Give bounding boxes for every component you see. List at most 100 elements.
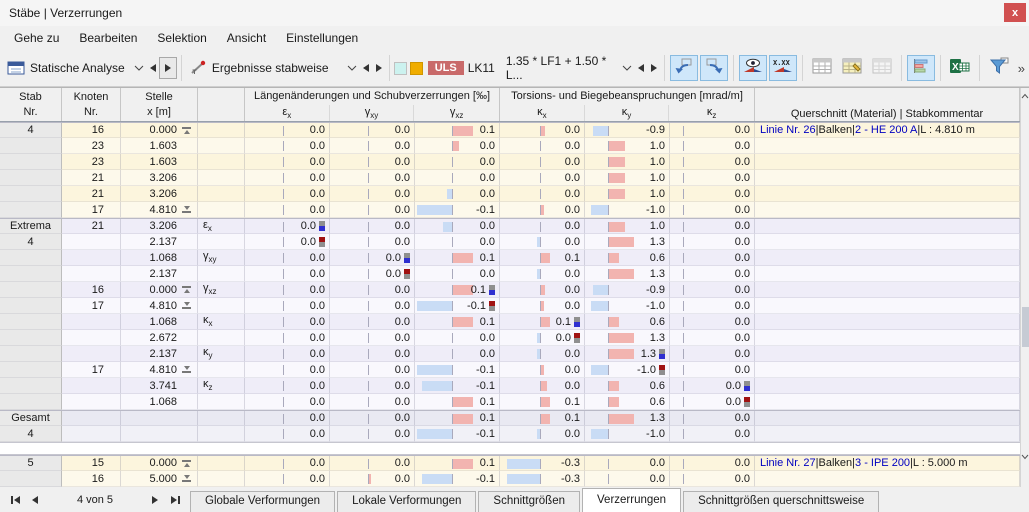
col-header-gamma-xy[interactable]: γxy bbox=[330, 104, 415, 121]
show-values-button[interactable]: X.XX bbox=[768, 55, 797, 81]
cell-comment[interactable] bbox=[755, 250, 1020, 266]
cell-epsilon-x[interactable]: 0.0 bbox=[245, 170, 330, 186]
combination-next-button[interactable] bbox=[647, 58, 659, 78]
cell-stab[interactable] bbox=[0, 154, 62, 170]
cell-gamma-xy[interactable]: 0.0 bbox=[330, 202, 415, 218]
cell-stelle[interactable]: 4.810 bbox=[121, 362, 198, 378]
cell-gamma-xy[interactable]: 0.0 bbox=[330, 471, 415, 487]
results-mode-combo[interactable]: Ergebnisse stabweise bbox=[186, 60, 360, 76]
cell-gamma-xz[interactable]: 0.1 bbox=[415, 411, 500, 426]
cell-gamma-xz[interactable]: 0.0 bbox=[415, 170, 500, 186]
cell-epsilon-x[interactable]: 0.0 bbox=[245, 346, 330, 362]
col-header-epsilon-x[interactable]: εx bbox=[245, 104, 330, 121]
tab-schnittgrößen-querschnittsweise[interactable]: Schnittgrößen querschnittsweise bbox=[683, 491, 880, 512]
cell-gamma-xy[interactable]: 0.0 bbox=[330, 411, 415, 426]
cell-kappa-z[interactable]: 0.0 bbox=[670, 202, 755, 218]
cell-kappa-y[interactable]: 1.3 bbox=[585, 346, 670, 362]
column-header-stelle[interactable]: Stelle x [m] bbox=[121, 88, 198, 121]
combination-prev-button[interactable] bbox=[635, 58, 647, 78]
menu-item-bearbeiten[interactable]: Bearbeiten bbox=[79, 31, 138, 45]
cell-gamma-xy[interactable]: 0.0 bbox=[330, 394, 415, 410]
cell-extreme-label[interactable] bbox=[198, 234, 245, 250]
group-header-strains[interactable]: Längenänderungen und Schubverzerrungen [… bbox=[253, 90, 491, 103]
cell-gamma-xz[interactable]: 0.0 bbox=[415, 219, 500, 234]
cell-epsilon-x[interactable]: 0.0 bbox=[245, 471, 330, 487]
cell-stab[interactable]: 4 bbox=[0, 426, 62, 442]
cell-epsilon-x[interactable]: 0.0 bbox=[245, 219, 330, 234]
cell-kappa-z[interactable]: 0.0 bbox=[670, 362, 755, 378]
cell-comment[interactable] bbox=[755, 426, 1020, 442]
cell-epsilon-x[interactable]: 0.0 bbox=[245, 394, 330, 410]
cell-gamma-xy[interactable]: 0.0 bbox=[330, 456, 415, 471]
cell-kappa-y[interactable]: 1.3 bbox=[585, 234, 670, 250]
cell-kappa-y[interactable]: -0.9 bbox=[585, 282, 670, 298]
cell-comment[interactable] bbox=[755, 471, 1020, 487]
cell-kappa-z[interactable]: 0.0 bbox=[670, 138, 755, 154]
cell-kappa-y[interactable]: 1.0 bbox=[585, 138, 670, 154]
cell-stab[interactable]: Extrema bbox=[0, 219, 62, 234]
cell-stelle[interactable]: 1.603 bbox=[121, 138, 198, 154]
cell-kappa-y[interactable]: 1.3 bbox=[585, 411, 670, 426]
cell-comment[interactable] bbox=[755, 330, 1020, 346]
cell-epsilon-x[interactable]: 0.0 bbox=[245, 186, 330, 202]
cell-kappa-z[interactable]: 0.0 bbox=[670, 219, 755, 234]
cell-comment[interactable] bbox=[755, 266, 1020, 282]
cell-knoten[interactable] bbox=[62, 346, 121, 362]
cell-kappa-z[interactable]: 0.0 bbox=[670, 282, 755, 298]
column-header-stab[interactable]: Stab Nr. bbox=[0, 88, 62, 121]
cell-kappa-z[interactable]: 0.0 bbox=[670, 456, 755, 471]
results-next-button[interactable] bbox=[372, 58, 384, 78]
cell-extreme-label[interactable] bbox=[198, 298, 245, 314]
cell-kappa-x[interactable]: 0.0 bbox=[500, 170, 585, 186]
cell-epsilon-x[interactable]: 0.0 bbox=[245, 282, 330, 298]
cell-kappa-y[interactable]: -1.0 bbox=[585, 362, 670, 378]
cell-kappa-y[interactable]: 0.6 bbox=[585, 378, 670, 394]
cell-kappa-z[interactable]: 0.0 bbox=[670, 298, 755, 314]
cell-gamma-xz[interactable]: -0.1 bbox=[415, 202, 500, 218]
cell-comment[interactable] bbox=[755, 314, 1020, 330]
cell-extreme-label[interactable] bbox=[198, 456, 245, 471]
cell-stelle[interactable]: 4.810 bbox=[121, 202, 198, 218]
cell-knoten[interactable]: 21 bbox=[62, 186, 121, 202]
cell-epsilon-x[interactable]: 0.0 bbox=[245, 426, 330, 442]
cell-gamma-xy[interactable]: 0.0 bbox=[330, 282, 415, 298]
cell-extreme-label[interactable] bbox=[198, 426, 245, 442]
cell-stab[interactable] bbox=[0, 266, 62, 282]
cell-extreme-label[interactable] bbox=[198, 186, 245, 202]
scroll-down-icon[interactable] bbox=[1021, 449, 1029, 465]
cell-stab[interactable] bbox=[0, 186, 62, 202]
cell-kappa-x[interactable]: 0.0 bbox=[500, 202, 585, 218]
cell-knoten[interactable]: 17 bbox=[62, 202, 121, 218]
table-edit-button[interactable] bbox=[838, 55, 866, 81]
cell-kappa-z[interactable]: 0.0 bbox=[670, 471, 755, 487]
col-header-kappa-z[interactable]: κz bbox=[706, 105, 717, 120]
toolbar-overflow-button[interactable]: » bbox=[1017, 60, 1025, 76]
cell-knoten[interactable]: 17 bbox=[62, 298, 121, 314]
cell-gamma-xy[interactable]: 0.0 bbox=[330, 170, 415, 186]
cell-extreme-label[interactable] bbox=[198, 394, 245, 410]
cell-comment[interactable] bbox=[755, 411, 1020, 426]
menu-item-ansicht[interactable]: Ansicht bbox=[226, 31, 267, 45]
cell-gamma-xy[interactable]: 0.0 bbox=[330, 298, 415, 314]
cell-gamma-xz[interactable]: 0.1 bbox=[415, 394, 500, 410]
cell-stelle[interactable]: 2.137 bbox=[121, 266, 198, 282]
cell-stab[interactable] bbox=[0, 378, 62, 394]
cell-gamma-xz[interactable]: 0.1 bbox=[415, 123, 500, 138]
cell-epsilon-x[interactable]: 0.0 bbox=[245, 234, 330, 250]
group-header-curvatures[interactable]: Torsions- und Biegebeanspruchungen [mrad… bbox=[511, 90, 743, 103]
cell-stab[interactable] bbox=[0, 330, 62, 346]
cell-knoten[interactable] bbox=[62, 314, 121, 330]
cell-epsilon-x[interactable]: 0.0 bbox=[245, 298, 330, 314]
results-prev-button[interactable] bbox=[360, 58, 372, 78]
cell-stelle[interactable]: 0.000 bbox=[121, 456, 198, 471]
cell-gamma-xy[interactable]: 0.0 bbox=[330, 330, 415, 346]
cell-extreme-label[interactable] bbox=[198, 362, 245, 378]
cell-stab[interactable]: 5 bbox=[0, 456, 62, 471]
cell-kappa-x[interactable]: 0.1 bbox=[500, 394, 585, 410]
cell-kappa-y[interactable]: 0.6 bbox=[585, 250, 670, 266]
cell-epsilon-x[interactable]: 0.0 bbox=[245, 202, 330, 218]
cell-comment[interactable] bbox=[755, 219, 1020, 234]
cell-kappa-x[interactable]: 0.0 bbox=[500, 346, 585, 362]
cell-gamma-xz[interactable]: -0.1 bbox=[415, 378, 500, 394]
analysis-combo[interactable]: Statische Analyse bbox=[4, 61, 147, 75]
